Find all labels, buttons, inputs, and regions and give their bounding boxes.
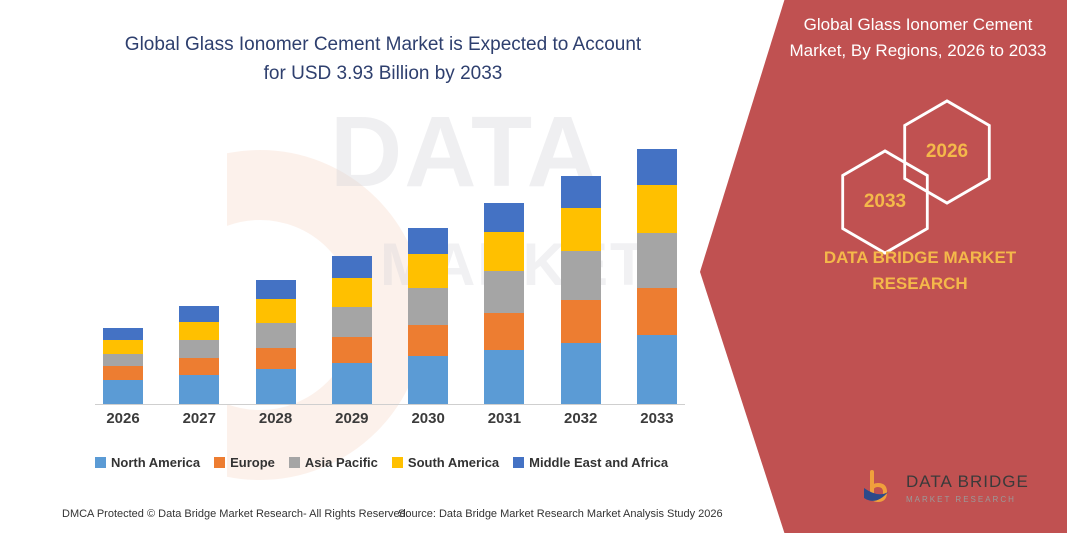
- bar-segment-asia-pacific-2027[interactable]: [179, 340, 219, 358]
- bar-segment-north-america-2027[interactable]: [179, 375, 219, 404]
- bar-group-2026[interactable]: [103, 328, 143, 404]
- bar-segment-south-america-2027[interactable]: [179, 322, 219, 341]
- legend-label-middle-east-and-africa: Middle East and Africa: [529, 455, 668, 470]
- brand-logo-text: DATA BRIDGE MARKET RESEARCH: [906, 472, 1029, 505]
- legend-item-europe[interactable]: Europe: [214, 455, 275, 470]
- bar-segment-middle-east-and-africa-2030[interactable]: [408, 228, 448, 254]
- bar-segment-north-america-2028[interactable]: [256, 369, 296, 404]
- bar-segment-south-america-2031[interactable]: [484, 232, 524, 271]
- legend-item-asia-pacific[interactable]: Asia Pacific: [289, 455, 378, 470]
- bar-group-2031[interactable]: [484, 203, 524, 404]
- bar-segment-middle-east-and-africa-2029[interactable]: [332, 256, 372, 278]
- bar-segment-south-america-2026[interactable]: [103, 340, 143, 353]
- chart-legend: North America Europe Asia Pacific South Ame…: [95, 455, 695, 470]
- bar-segment-europe-2033[interactable]: [637, 288, 677, 335]
- bar-segment-europe-2030[interactable]: [408, 325, 448, 356]
- legend-item-south-america[interactable]: South America: [392, 455, 499, 470]
- panel-title: Global Glass Ionomer Cement Market, By R…: [778, 12, 1058, 63]
- bar-segment-middle-east-and-africa-2032[interactable]: [561, 176, 601, 208]
- bar-segment-europe-2027[interactable]: [179, 358, 219, 375]
- hex-badge-2033: 2033: [838, 148, 932, 256]
- bar-segment-south-america-2028[interactable]: [256, 299, 296, 323]
- hex-label-2026: 2026: [926, 141, 968, 163]
- x-axis-label-2027[interactable]: 2027: [179, 410, 219, 427]
- bar-segment-middle-east-and-africa-2028[interactable]: [256, 280, 296, 299]
- bar-segment-asia-pacific-2030[interactable]: [408, 288, 448, 324]
- bar-segment-north-america-2029[interactable]: [332, 363, 372, 404]
- bar-segment-middle-east-and-africa-2027[interactable]: [179, 306, 219, 322]
- footer-dmca-text: DMCA Protected © Data Bridge Market Rese…: [62, 508, 409, 520]
- legend-swatch-asia-pacific: [289, 457, 300, 468]
- bar-group-2032[interactable]: [561, 176, 601, 404]
- bar-segment-europe-2028[interactable]: [256, 348, 296, 369]
- bar-segment-south-america-2032[interactable]: [561, 208, 601, 252]
- x-axis-label-2030[interactable]: 2030: [408, 410, 448, 427]
- bars-row: [95, 140, 685, 405]
- x-axis-label-2029[interactable]: 2029: [332, 410, 372, 427]
- legend-swatch-north-america: [95, 457, 106, 468]
- x-axis-label-2031[interactable]: 2031: [484, 410, 524, 427]
- legend-item-middle-east-and-africa[interactable]: Middle East and Africa: [513, 455, 668, 470]
- brand-logo-icon: [858, 468, 898, 508]
- bar-segment-asia-pacific-2031[interactable]: [484, 271, 524, 313]
- bar-segment-south-america-2030[interactable]: [408, 254, 448, 289]
- bar-segment-middle-east-and-africa-2031[interactable]: [484, 203, 524, 232]
- bar-segment-asia-pacific-2026[interactable]: [103, 354, 143, 366]
- legend-item-north-america[interactable]: North America: [95, 455, 200, 470]
- brand-logo: DATA BRIDGE MARKET RESEARCH: [858, 468, 1029, 508]
- chart-plot-area: 2026 2027 2028 2029 2030 2031 2032 2033: [95, 140, 685, 420]
- bar-segment-asia-pacific-2033[interactable]: [637, 233, 677, 289]
- hex-label-2033: 2033: [864, 191, 906, 213]
- legend-swatch-europe: [214, 457, 225, 468]
- chart-title: Global Glass Ionomer Cement Market is Ex…: [118, 30, 648, 89]
- bar-segment-south-america-2033[interactable]: [637, 185, 677, 233]
- x-axis-labels: 2026 2027 2028 2029 2030 2031 2032 2033: [95, 410, 685, 427]
- slide-stage: DATA MARKET Global Glass Ionomer Cement …: [0, 0, 1067, 533]
- bar-segment-north-america-2033[interactable]: [637, 335, 677, 404]
- legend-swatch-south-america: [392, 457, 403, 468]
- x-axis-label-2028[interactable]: 2028: [256, 410, 296, 427]
- bar-group-2033[interactable]: [637, 149, 677, 404]
- panel-org-title: DATA BRIDGE MARKET RESEARCH: [800, 245, 1040, 296]
- bar-segment-asia-pacific-2028[interactable]: [256, 323, 296, 347]
- legend-label-south-america: South America: [408, 455, 499, 470]
- bar-group-2027[interactable]: [179, 306, 219, 404]
- bar-segment-north-america-2026[interactable]: [103, 380, 143, 404]
- bar-group-2030[interactable]: [408, 228, 448, 404]
- bar-segment-north-america-2031[interactable]: [484, 350, 524, 404]
- bar-group-2028[interactable]: [256, 280, 296, 404]
- bar-segment-europe-2029[interactable]: [332, 337, 372, 363]
- legend-label-europe: Europe: [230, 455, 275, 470]
- bar-segment-middle-east-and-africa-2026[interactable]: [103, 328, 143, 340]
- bar-segment-europe-2032[interactable]: [561, 300, 601, 342]
- bar-segment-north-america-2032[interactable]: [561, 343, 601, 404]
- bar-segment-asia-pacific-2032[interactable]: [561, 251, 601, 300]
- x-axis-label-2032[interactable]: 2032: [561, 410, 601, 427]
- bar-segment-north-america-2030[interactable]: [408, 356, 448, 404]
- bar-segment-europe-2026[interactable]: [103, 366, 143, 379]
- x-axis-label-2033[interactable]: 2033: [637, 410, 677, 427]
- bar-segment-asia-pacific-2029[interactable]: [332, 307, 372, 337]
- bar-group-2029[interactable]: [332, 256, 372, 404]
- bar-segment-middle-east-and-africa-2033[interactable]: [637, 149, 677, 185]
- legend-label-asia-pacific: Asia Pacific: [305, 455, 378, 470]
- legend-swatch-middle-east-and-africa: [513, 457, 524, 468]
- legend-label-north-america: North America: [111, 455, 200, 470]
- bar-segment-europe-2031[interactable]: [484, 313, 524, 349]
- x-axis-label-2026[interactable]: 2026: [103, 410, 143, 427]
- bar-segment-south-america-2029[interactable]: [332, 278, 372, 307]
- footer-source-text: Source: Data Bridge Market Research Mark…: [398, 508, 723, 520]
